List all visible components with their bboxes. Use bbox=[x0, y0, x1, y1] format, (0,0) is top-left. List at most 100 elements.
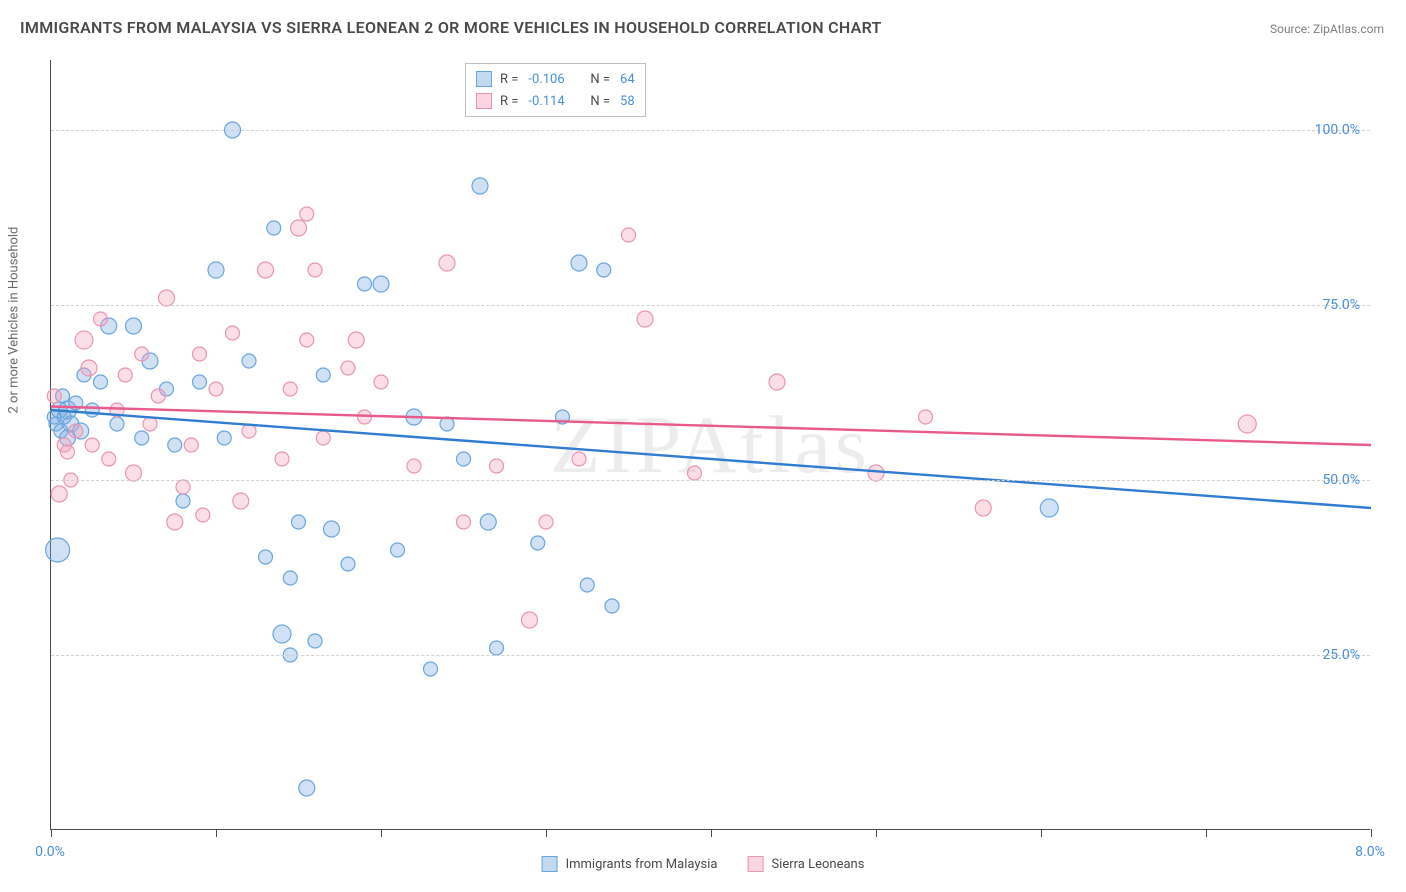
correlation-chart: IMMIGRANTS FROM MALAYSIA VS SIERRA LEONE… bbox=[0, 0, 1406, 892]
data-point bbox=[47, 389, 61, 403]
n-label: N = bbox=[590, 94, 610, 109]
data-point bbox=[374, 375, 388, 389]
gridline bbox=[51, 305, 1370, 306]
data-point bbox=[622, 228, 636, 242]
source-label: Source: bbox=[1270, 22, 1313, 36]
legend-series-item: Immigrants from Malaysia bbox=[542, 856, 718, 872]
legend-series-item: Sierra Leoneans bbox=[747, 856, 864, 872]
gridline bbox=[51, 480, 1370, 481]
data-point bbox=[919, 410, 933, 424]
data-point bbox=[975, 500, 991, 516]
data-point bbox=[324, 521, 340, 537]
data-point bbox=[275, 452, 289, 466]
data-point bbox=[407, 459, 421, 473]
x-tick-label: 8.0% bbox=[1355, 844, 1385, 860]
data-point bbox=[522, 612, 538, 628]
data-point bbox=[233, 493, 249, 509]
y-tick-label: 25.0% bbox=[1322, 647, 1360, 663]
y-axis-label: 2 or more Vehicles in Household bbox=[7, 227, 22, 414]
x-tick bbox=[1206, 829, 1207, 837]
data-point bbox=[424, 662, 438, 676]
data-point bbox=[176, 494, 190, 508]
data-point bbox=[341, 557, 355, 571]
data-point bbox=[539, 515, 553, 529]
data-point bbox=[358, 410, 372, 424]
data-point bbox=[135, 347, 149, 361]
legend-stat-row: R = -0.106 N = 64 bbox=[476, 68, 635, 90]
data-point bbox=[75, 331, 93, 349]
data-point bbox=[1238, 415, 1256, 433]
data-point bbox=[135, 431, 149, 445]
data-point bbox=[868, 465, 884, 481]
data-point bbox=[193, 347, 207, 361]
data-point bbox=[81, 360, 97, 376]
legend-series-label: Sierra Leoneans bbox=[771, 857, 864, 872]
source-value: ZipAtlas.com bbox=[1313, 22, 1384, 36]
data-point bbox=[283, 382, 297, 396]
data-point bbox=[151, 389, 165, 403]
y-tick-label: 100.0% bbox=[1315, 122, 1360, 138]
data-point bbox=[605, 599, 619, 613]
gridline bbox=[51, 130, 1370, 131]
data-point bbox=[688, 466, 702, 480]
data-point bbox=[159, 290, 175, 306]
data-point bbox=[85, 438, 99, 452]
r-value: -0.106 bbox=[528, 72, 576, 87]
data-point bbox=[193, 375, 207, 389]
data-point bbox=[531, 536, 545, 550]
data-point bbox=[348, 332, 364, 348]
legend-series: Immigrants from Malaysia Sierra Leoneans bbox=[542, 856, 865, 872]
data-point bbox=[480, 514, 496, 530]
data-point bbox=[51, 486, 67, 502]
data-point bbox=[143, 417, 157, 431]
data-point bbox=[308, 634, 322, 648]
x-tick bbox=[216, 829, 217, 837]
data-point bbox=[110, 417, 124, 431]
data-point bbox=[61, 445, 75, 459]
data-point bbox=[196, 508, 210, 522]
source-credit: Source: ZipAtlas.com bbox=[1270, 22, 1384, 36]
legend-swatch bbox=[542, 856, 558, 872]
x-tick bbox=[546, 829, 547, 837]
x-tick bbox=[711, 829, 712, 837]
data-point bbox=[391, 543, 405, 557]
data-point bbox=[1040, 499, 1058, 517]
data-point bbox=[184, 438, 198, 452]
data-point bbox=[457, 452, 471, 466]
y-tick-label: 75.0% bbox=[1322, 297, 1360, 313]
data-point bbox=[316, 431, 330, 445]
plot-area: ZIPAtlas 25.0%50.0%75.0%100.0% bbox=[50, 60, 1370, 830]
data-point bbox=[300, 207, 314, 221]
data-point bbox=[208, 262, 224, 278]
data-point bbox=[46, 538, 70, 562]
data-point bbox=[283, 571, 297, 585]
data-point bbox=[373, 276, 389, 292]
x-tick bbox=[381, 829, 382, 837]
x-tick bbox=[51, 829, 52, 837]
plot-svg bbox=[51, 60, 1370, 829]
data-point bbox=[637, 311, 653, 327]
data-point bbox=[299, 780, 315, 796]
legend-stat-row: R = -0.114 N = 58 bbox=[476, 90, 635, 112]
r-label: R = bbox=[500, 72, 518, 87]
data-point bbox=[258, 262, 274, 278]
data-point bbox=[226, 326, 240, 340]
data-point bbox=[571, 255, 587, 271]
gridline bbox=[51, 655, 1370, 656]
x-tick bbox=[1371, 829, 1372, 837]
legend-swatch bbox=[476, 93, 492, 109]
data-point bbox=[267, 221, 281, 235]
data-point bbox=[168, 438, 182, 452]
data-point bbox=[126, 465, 142, 481]
data-point bbox=[176, 480, 190, 494]
data-point bbox=[69, 424, 83, 438]
data-point bbox=[292, 515, 306, 529]
data-point bbox=[94, 312, 108, 326]
data-point bbox=[358, 277, 372, 291]
data-point bbox=[300, 333, 314, 347]
data-point bbox=[490, 641, 504, 655]
data-point bbox=[580, 578, 594, 592]
data-point bbox=[341, 361, 355, 375]
data-point bbox=[259, 550, 273, 564]
legend-swatch bbox=[747, 856, 763, 872]
